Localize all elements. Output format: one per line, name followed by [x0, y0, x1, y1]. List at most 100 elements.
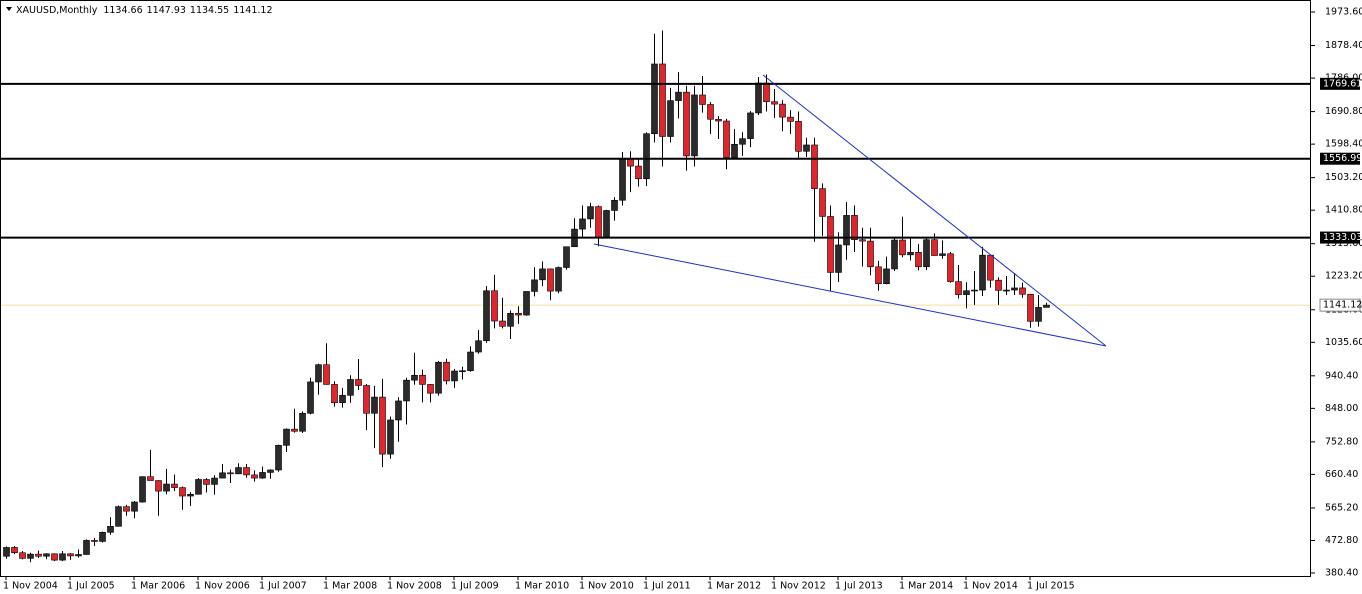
- candle-body: [931, 239, 938, 256]
- candle-body: [1043, 304, 1050, 308]
- candle-body: [611, 199, 618, 211]
- candle-body: [859, 239, 866, 242]
- candle-body: [291, 428, 298, 432]
- candle-body: [371, 396, 378, 414]
- candle-body: [699, 94, 706, 105]
- candle-body: [251, 474, 258, 479]
- candle-body: [339, 395, 346, 404]
- candle-body: [595, 206, 602, 238]
- candle-body: [139, 476, 146, 503]
- x-tick-label: 1 Nov 2006: [195, 581, 250, 592]
- axis-labels: 1973.601878.401786.001690.801598.401503.…: [3, 7, 1362, 592]
- candle-body: [1035, 307, 1042, 322]
- candle-body: [459, 370, 466, 372]
- level-label-box: [1320, 231, 1360, 244]
- candle-body: [843, 215, 850, 246]
- candle-body: [939, 253, 946, 256]
- header: XAUUSD,Monthly 1134.66 1147.93 1134.55 1141.…: [16, 5, 273, 16]
- candle-body: [123, 506, 130, 512]
- trendline-lower: [593, 243, 1107, 347]
- candle-body: [35, 553, 42, 557]
- candle-body: [979, 254, 986, 291]
- candle-body: [395, 400, 402, 421]
- candle-body: [227, 472, 234, 475]
- y-tick-label: 1503.20: [1325, 172, 1362, 183]
- candle-body: [243, 467, 250, 476]
- y-tick-label: 1223.20: [1325, 271, 1362, 282]
- price-label: 1141.12: [1323, 300, 1362, 311]
- candle-body: [907, 252, 914, 256]
- candle-body: [147, 476, 154, 481]
- y-tick-label: 1035.60: [1325, 337, 1362, 348]
- candle-body: [995, 279, 1002, 291]
- candle-body: [363, 385, 370, 414]
- y-tick-label: 1690.80: [1325, 106, 1362, 117]
- trendline-upper: [762, 74, 1107, 347]
- candle-body: [643, 133, 650, 180]
- candle-body: [483, 290, 490, 342]
- candle-body: [827, 216, 834, 273]
- candle-body: [771, 101, 778, 105]
- candle-body: [651, 63, 658, 135]
- y-tick-label: 472.80: [1325, 535, 1358, 546]
- candle-body: [347, 379, 354, 396]
- candle-body: [419, 374, 426, 385]
- candle-body: [723, 120, 730, 158]
- candle-body: [91, 540, 98, 542]
- candle-body: [443, 361, 450, 382]
- candle-body: [1019, 287, 1026, 295]
- candle-body: [835, 244, 842, 273]
- candle-body: [819, 188, 826, 217]
- candle-body: [267, 469, 274, 473]
- close: 1141.12: [233, 5, 272, 16]
- high: 1147.93: [147, 5, 186, 16]
- level-label-box: [1320, 152, 1360, 165]
- x-tick-label: 1 Nov 2010: [579, 581, 634, 592]
- candle-body: [331, 384, 338, 404]
- x-tick-label: 1 Mar 2008: [323, 581, 377, 592]
- candle-body: [259, 472, 266, 479]
- x-tick-label: 1 Mar 2012: [707, 581, 761, 592]
- candle-body: [851, 215, 858, 240]
- candle-body: [891, 239, 898, 270]
- candle-body: [307, 381, 314, 414]
- candle-body: [683, 91, 690, 157]
- candle-body: [491, 290, 498, 322]
- y-tick-label: 848.00: [1325, 403, 1358, 414]
- candle-body: [763, 82, 770, 102]
- candle-body: [411, 374, 418, 381]
- candle-body: [1003, 289, 1010, 292]
- candle-body: [451, 370, 458, 382]
- candle-body: [747, 112, 754, 139]
- candle-body: [283, 428, 290, 446]
- candle-body: [403, 379, 410, 402]
- candle-body: [587, 206, 594, 220]
- candle-body: [619, 158, 626, 201]
- candle-body: [875, 266, 882, 285]
- candle-body: [555, 267, 562, 292]
- candle-body: [811, 144, 818, 189]
- candle-body: [51, 553, 58, 561]
- candle-body: [539, 268, 546, 281]
- y-tick-label: 1598.40: [1325, 139, 1362, 150]
- candle-body: [387, 419, 394, 455]
- candle-body: [795, 121, 802, 152]
- y-tick-label: 660.40: [1325, 469, 1358, 480]
- x-tick-label: 1 Nov 2008: [387, 581, 442, 592]
- y-tick-label: 380.40: [1325, 568, 1358, 579]
- candle-body: [755, 82, 762, 114]
- candle-body: [1027, 293, 1034, 322]
- candle-body: [659, 63, 666, 137]
- candle-body: [635, 165, 642, 180]
- x-tick-label: 1 Jul 2015: [1027, 581, 1075, 592]
- candle-body: [923, 239, 930, 268]
- candle-body: [11, 547, 18, 554]
- candle-body: [531, 279, 538, 292]
- candle-body: [155, 480, 162, 492]
- candle-body: [379, 396, 386, 455]
- y-tick-label: 565.20: [1325, 502, 1358, 513]
- candle-body: [467, 351, 474, 371]
- x-tick-label: 1 Nov 2004: [3, 581, 58, 592]
